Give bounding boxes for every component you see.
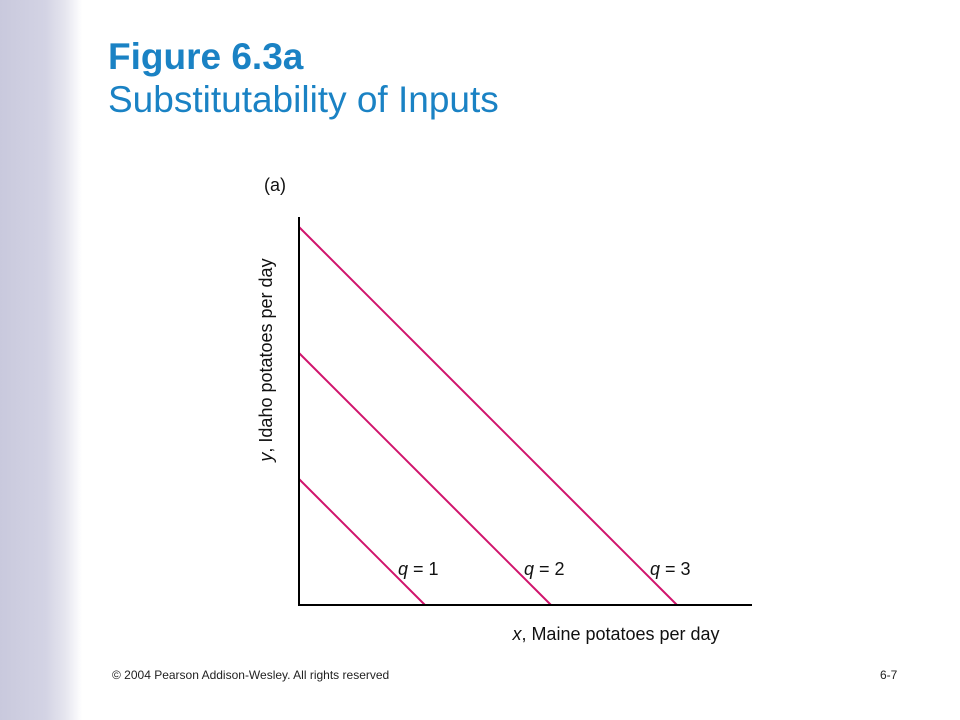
x-axis-label: x, Maine potatoes per day <box>511 624 719 644</box>
isoquant-line-3 <box>298 226 678 606</box>
isoquant-label-value: = 2 <box>534 559 565 579</box>
y-axis-label: y, Idaho potatoes per day <box>256 258 276 463</box>
sidebar-gradient-band <box>0 0 82 720</box>
isoquant-line-1 <box>298 478 426 606</box>
copyright-notice: © 2004 Pearson Addison-Wesley. All right… <box>112 668 390 682</box>
isoquant-label-var: q <box>524 559 534 579</box>
x-axis-label-text: , Maine potatoes per day <box>521 624 719 644</box>
y-axis-label-var: y <box>256 452 276 464</box>
isoquant-label-2: q = 2 <box>524 559 565 579</box>
page-subtitle: Substitutability of Inputs <box>108 79 499 120</box>
isoquant-label-3: q = 3 <box>650 559 691 579</box>
title-block: Figure 6.3a Substitutability of Inputs <box>108 36 499 122</box>
isoquant-label-value: = 1 <box>408 559 439 579</box>
isoquant-line-2 <box>298 352 552 606</box>
isoquant-label-var: q <box>650 559 660 579</box>
x-axis-label-var: x <box>511 624 522 644</box>
page-title: Figure 6.3a <box>108 36 304 77</box>
isoquant-label-1: q = 1 <box>398 559 439 579</box>
page-number: 6-7 <box>880 668 898 682</box>
isoquant-label-var: q <box>398 559 408 579</box>
isoquant-label-value: = 3 <box>660 559 691 579</box>
y-axis-label-text: , Idaho potatoes per day <box>256 258 276 452</box>
panel-label: (a) <box>264 175 286 195</box>
